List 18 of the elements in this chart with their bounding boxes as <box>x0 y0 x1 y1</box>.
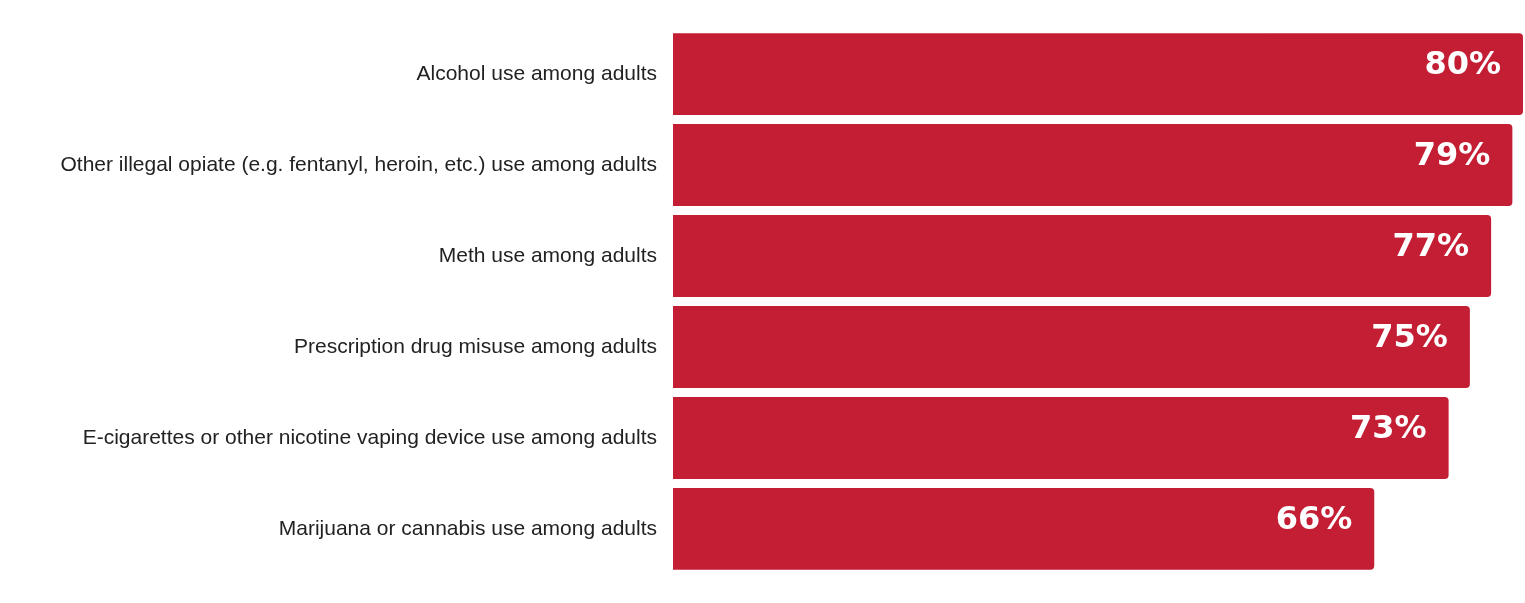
bar <box>673 306 1470 388</box>
data-label: 80% <box>1424 44 1501 83</box>
y-tick-label: Marijuana or cannabis use among adults <box>278 515 657 539</box>
data-label: 77% <box>1392 226 1470 265</box>
data-label: 73% <box>1350 408 1427 447</box>
data-label: 66% <box>1275 499 1353 538</box>
y-tick-label: E-cigarettes or other nicotine vaping device use among adults <box>82 424 657 448</box>
bar <box>673 397 1449 479</box>
data-label: 75% <box>1371 317 1448 356</box>
bar <box>673 124 1513 206</box>
y-tick-label: Prescription drug misuse among adults <box>293 333 657 357</box>
y-tick-label: Meth use among adults <box>438 242 657 266</box>
bar <box>673 33 1523 116</box>
bar <box>673 487 1375 570</box>
data-label: 79% <box>1413 135 1491 174</box>
bar <box>673 215 1492 297</box>
y-tick-label: Other illegal opiate (e.g. fentanyl, heroin, etc.) use among adults <box>60 151 657 175</box>
y-tick-label: Alcohol use among adults <box>416 60 657 84</box>
